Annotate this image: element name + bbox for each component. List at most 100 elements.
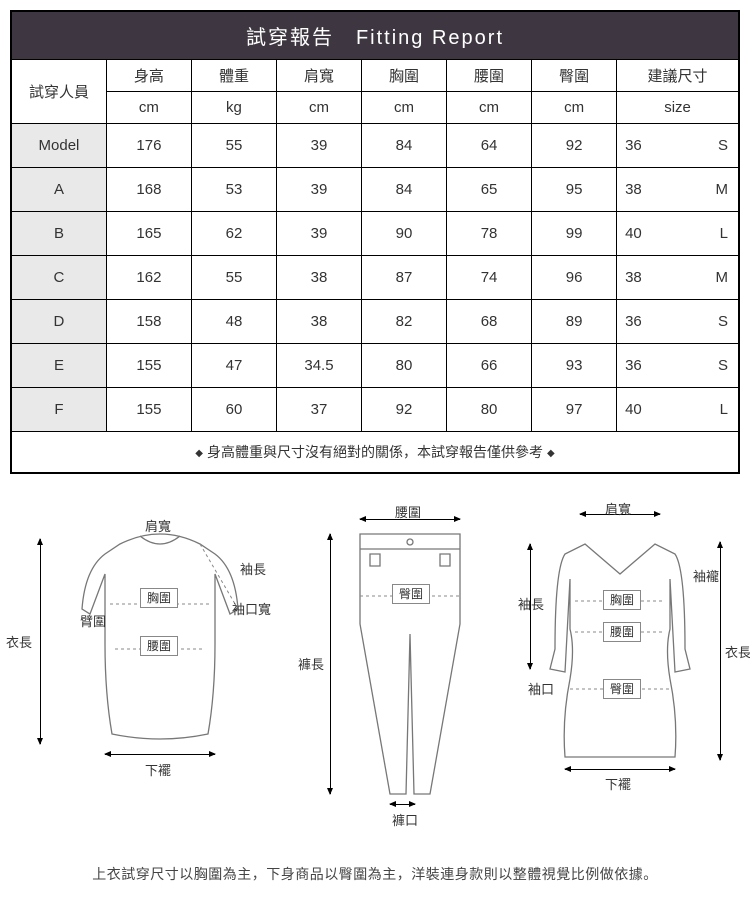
pants-length-arrow — [330, 534, 331, 794]
dress-diagram — [520, 519, 720, 789]
cell-shoulder: 39 — [276, 167, 361, 211]
col-person: 試穿人員 — [11, 59, 106, 123]
cell-height: 155 — [106, 387, 191, 431]
dress-shoulder-label: 肩寬 — [605, 499, 631, 518]
table-row: B165623990789940L — [11, 211, 739, 255]
footnote: ◆身高體重與尺寸沒有絕對的關係，本試穿報告僅供參考◆ — [11, 431, 739, 473]
shirt-shoulder-label: 肩寬 — [145, 516, 171, 535]
shirt-hem-label: 下襬 — [145, 760, 171, 779]
pants-diagram — [330, 524, 490, 814]
cell-bust: 84 — [362, 123, 447, 167]
table-row: F155603792809740L — [11, 387, 739, 431]
cell-shoulder: 38 — [276, 299, 361, 343]
cell-size: 38M — [617, 255, 739, 299]
cell-weight: 48 — [191, 299, 276, 343]
cell-waist: 80 — [447, 387, 532, 431]
cell-height: 162 — [106, 255, 191, 299]
cell-shoulder: 34.5 — [276, 343, 361, 387]
cell-name: B — [11, 211, 106, 255]
cell-hip: 93 — [532, 343, 617, 387]
cell-name: E — [11, 343, 106, 387]
dress-hem-label: 下襬 — [605, 774, 631, 793]
table-title-row: 試穿報告 Fitting Report — [11, 11, 739, 59]
cell-name: D — [11, 299, 106, 343]
fitting-report-table: 試穿報告 Fitting Report 試穿人員 身高 體重 肩寬 胸圍 腰圍 … — [10, 10, 740, 474]
dress-length-arrow — [720, 542, 721, 760]
cell-size: 36S — [617, 343, 739, 387]
col-waist: 腰圍 — [447, 59, 532, 91]
shirt-waist-label: 腰圍 — [140, 636, 178, 656]
col-height-unit: cm — [106, 91, 191, 123]
cell-size: 36S — [617, 123, 739, 167]
cell-bust: 82 — [362, 299, 447, 343]
shirt-length-label: 衣長 — [6, 632, 32, 651]
header-row-sub: cm kg cm cm cm cm size — [11, 91, 739, 123]
cell-hip: 89 — [532, 299, 617, 343]
dress-sleeve-label: 袖長 — [518, 594, 544, 613]
dress-length-label: 衣長 — [725, 642, 750, 661]
col-bust-unit: cm — [362, 91, 447, 123]
col-waist-unit: cm — [447, 91, 532, 123]
pants-hip-label: 臀圍 — [392, 584, 430, 604]
table-row: E1554734.580669336S — [11, 343, 739, 387]
cell-bust: 90 — [362, 211, 447, 255]
cell-weight: 53 — [191, 167, 276, 211]
cell-size: 40L — [617, 387, 739, 431]
cell-height: 158 — [106, 299, 191, 343]
col-size: 建議尺寸 — [617, 59, 739, 91]
cell-name: A — [11, 167, 106, 211]
cell-hip: 99 — [532, 211, 617, 255]
header-row-top: 試穿人員 身高 體重 肩寬 胸圍 腰圍 臀圍 建議尺寸 — [11, 59, 739, 91]
cell-weight: 47 — [191, 343, 276, 387]
table-row: Model176553984649236S — [11, 123, 739, 167]
cell-name: Model — [11, 123, 106, 167]
cell-size: 36S — [617, 299, 739, 343]
cell-shoulder: 37 — [276, 387, 361, 431]
cell-height: 155 — [106, 343, 191, 387]
cell-waist: 66 — [447, 343, 532, 387]
cell-hip: 97 — [532, 387, 617, 431]
cell-weight: 60 — [191, 387, 276, 431]
bottom-note: 上衣試穿尺寸以胸圍為主，下身商品以臀圍為主，洋裝連身款則以整體視覺比例做依據。 — [0, 864, 750, 884]
col-shoulder-unit: cm — [276, 91, 361, 123]
cell-shoulder: 39 — [276, 123, 361, 167]
dress-hem-arrow — [565, 769, 675, 770]
col-size-unit: size — [617, 91, 739, 123]
cell-weight: 62 — [191, 211, 276, 255]
pants-hem-arrow — [390, 804, 415, 805]
cell-height: 176 — [106, 123, 191, 167]
shirt-arm-label: 臂圍 — [80, 611, 106, 630]
cell-size: 40L — [617, 211, 739, 255]
dress-bust-label: 胸圍 — [603, 590, 641, 610]
cell-waist: 78 — [447, 211, 532, 255]
cell-bust: 92 — [362, 387, 447, 431]
pants-hem-label: 褲口 — [392, 810, 418, 829]
cell-waist: 68 — [447, 299, 532, 343]
col-hip-unit: cm — [532, 91, 617, 123]
col-weight: 體重 — [191, 59, 276, 91]
shirt-length-arrow — [40, 539, 41, 744]
cell-height: 165 — [106, 211, 191, 255]
cell-hip: 95 — [532, 167, 617, 211]
footnote-text: 身高體重與尺寸沒有絕對的關係，本試穿報告僅供參考 — [207, 444, 543, 460]
shirt-sleeve-label: 袖長 — [240, 559, 266, 578]
dress-waist-label: 腰圍 — [603, 622, 641, 642]
cell-weight: 55 — [191, 255, 276, 299]
col-hip: 臀圍 — [532, 59, 617, 91]
table-row: C162553887749638M — [11, 255, 739, 299]
cell-name: F — [11, 387, 106, 431]
cell-shoulder: 39 — [276, 211, 361, 255]
table-row: D158483882688936S — [11, 299, 739, 343]
cell-hip: 96 — [532, 255, 617, 299]
pants-length-label: 褲長 — [298, 654, 324, 673]
cell-waist: 64 — [447, 123, 532, 167]
pants-waist-label: 腰圍 — [395, 502, 421, 521]
measurement-diagrams: 衣長 下襬 肩寬 袖長 袖口寬 胸圍 臂圍 腰圍 腰圍 臀圍 褲長 褲口 肩寬 … — [0, 504, 750, 844]
cell-bust: 80 — [362, 343, 447, 387]
cell-bust: 87 — [362, 255, 447, 299]
cell-waist: 65 — [447, 167, 532, 211]
table-title: 試穿報告 Fitting Report — [11, 11, 739, 59]
shirt-bust-label: 胸圍 — [140, 588, 178, 608]
cell-shoulder: 38 — [276, 255, 361, 299]
cell-height: 168 — [106, 167, 191, 211]
